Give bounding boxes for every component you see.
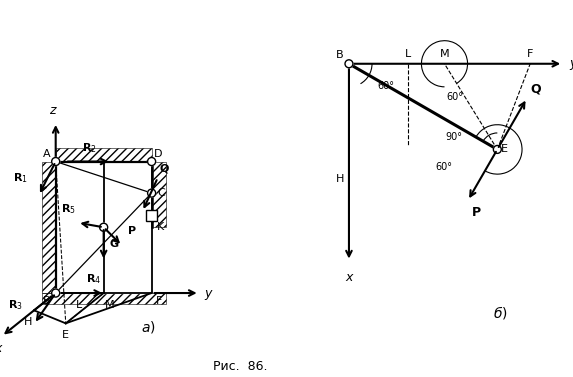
Text: x: x <box>346 271 352 284</box>
Circle shape <box>52 289 60 297</box>
Text: $\mathbf{G}$: $\mathbf{G}$ <box>109 237 120 249</box>
Circle shape <box>148 158 156 166</box>
Text: F: F <box>527 49 533 59</box>
Text: K: K <box>157 222 164 232</box>
Text: z: z <box>49 104 56 117</box>
Polygon shape <box>42 293 166 304</box>
Circle shape <box>493 146 501 153</box>
Circle shape <box>345 60 353 68</box>
Text: $\mathbf{P}$: $\mathbf{P}$ <box>127 224 136 236</box>
Text: L: L <box>76 300 82 310</box>
Text: $б)$: $б)$ <box>493 304 508 321</box>
Text: F: F <box>156 296 163 306</box>
Text: M: M <box>105 300 115 310</box>
Text: $\mathbf{R}_3$: $\mathbf{R}_3$ <box>8 299 23 312</box>
Text: 60°: 60° <box>446 92 463 102</box>
Text: Рис.  86.: Рис. 86. <box>213 360 268 373</box>
Text: y: y <box>204 287 211 300</box>
Text: $\mathbf{R}_5$: $\mathbf{R}_5$ <box>61 202 76 216</box>
Text: B: B <box>42 296 50 305</box>
Circle shape <box>52 158 60 166</box>
Text: $\mathbf{Q}$: $\mathbf{Q}$ <box>159 162 170 175</box>
Text: B: B <box>335 50 343 60</box>
Text: $a)$: $a)$ <box>141 319 156 335</box>
Bar <box>146 210 157 221</box>
Polygon shape <box>56 148 152 161</box>
Text: M: M <box>439 49 449 59</box>
Text: L: L <box>405 49 411 59</box>
Text: C: C <box>157 188 165 198</box>
Text: 90°: 90° <box>446 132 463 142</box>
Text: $\mathbf{P}$: $\mathbf{P}$ <box>471 206 481 219</box>
Text: y: y <box>570 57 573 70</box>
Text: D: D <box>154 149 163 159</box>
Text: A: A <box>42 149 50 159</box>
Text: 60°: 60° <box>436 162 453 172</box>
Polygon shape <box>56 161 152 293</box>
Polygon shape <box>42 161 56 293</box>
Text: H: H <box>336 174 344 184</box>
Text: E: E <box>62 329 69 340</box>
Text: $\mathbf{R}_1$: $\mathbf{R}_1$ <box>13 172 28 185</box>
Text: $\mathbf{R}_4$: $\mathbf{R}_4$ <box>87 273 101 286</box>
Polygon shape <box>152 161 166 227</box>
Text: 60°: 60° <box>377 81 394 91</box>
Circle shape <box>148 189 156 197</box>
Text: x: x <box>0 342 2 355</box>
Text: H: H <box>24 317 33 327</box>
Text: $\mathbf{Q}$: $\mathbf{Q}$ <box>529 83 541 97</box>
Circle shape <box>100 223 108 231</box>
Text: $\mathbf{R}_2$: $\mathbf{R}_2$ <box>83 141 97 155</box>
Text: E: E <box>501 144 508 155</box>
